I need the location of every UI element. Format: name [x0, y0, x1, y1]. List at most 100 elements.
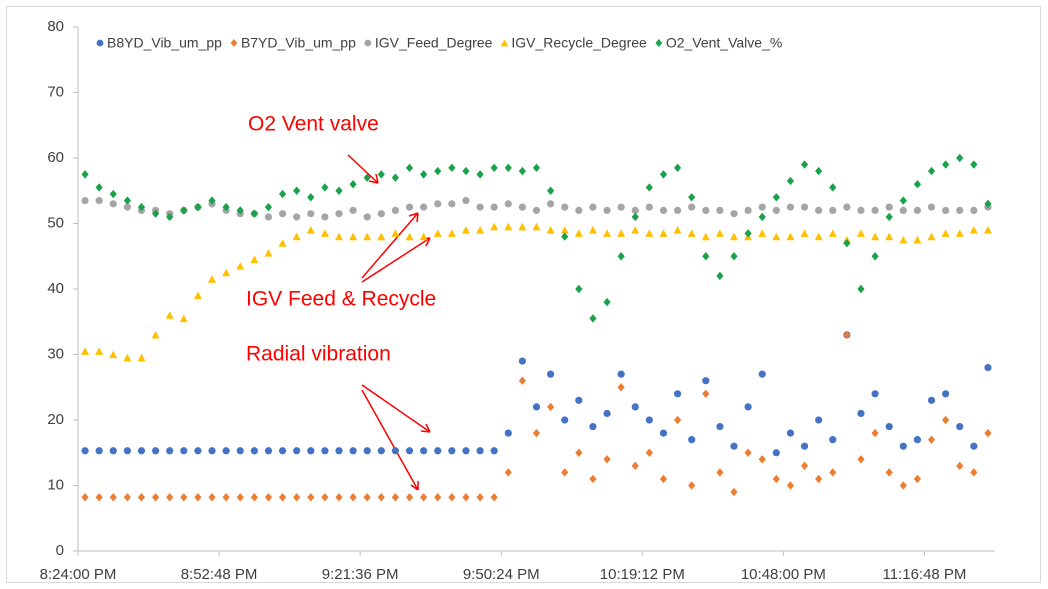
point [941, 229, 950, 237]
point [942, 415, 950, 425]
series [81, 330, 992, 502]
point [730, 210, 738, 218]
point [561, 468, 569, 477]
y-tick-label: 50 [47, 214, 64, 231]
point [476, 447, 484, 455]
point [913, 180, 922, 189]
point [786, 203, 795, 211]
point [391, 493, 400, 502]
point [829, 206, 837, 214]
point [518, 222, 527, 231]
point [673, 226, 682, 234]
point [462, 493, 470, 502]
point [786, 481, 795, 490]
point [278, 239, 287, 247]
point [673, 206, 682, 214]
legend-label: B7YD_Vib_um_pp [241, 35, 356, 51]
point [461, 226, 470, 234]
point [942, 160, 950, 169]
point [744, 206, 752, 214]
point [307, 447, 315, 455]
point [194, 493, 202, 502]
point [617, 203, 625, 211]
point [462, 447, 470, 455]
point [913, 436, 922, 444]
point [786, 429, 795, 437]
point [335, 210, 343, 218]
point [349, 206, 357, 214]
point [123, 353, 132, 362]
point [194, 202, 202, 212]
point [490, 203, 498, 211]
point [405, 493, 414, 502]
point [321, 447, 329, 455]
point [377, 232, 386, 241]
point [208, 493, 216, 502]
point [815, 166, 823, 176]
point [984, 428, 992, 438]
point [504, 200, 512, 208]
point [547, 200, 555, 208]
point [95, 183, 103, 192]
legend-label: B8YD_Vib_um_pp [107, 35, 222, 51]
point [377, 210, 385, 218]
point [899, 206, 907, 214]
point [645, 416, 653, 424]
point [744, 448, 752, 457]
point [631, 212, 639, 222]
y-tick-label: 0 [56, 542, 64, 559]
point [800, 203, 809, 211]
point [730, 487, 738, 497]
point [857, 284, 865, 294]
point [222, 202, 230, 212]
point [434, 166, 442, 176]
point [956, 153, 964, 163]
point [927, 435, 936, 444]
point [984, 364, 992, 372]
point [955, 229, 964, 237]
point [716, 206, 724, 214]
point [518, 166, 526, 176]
point [518, 203, 526, 211]
point [518, 357, 526, 365]
chart-frame [6, 6, 1041, 583]
point [151, 209, 160, 218]
point [321, 493, 329, 502]
point [702, 389, 710, 398]
point [673, 163, 682, 173]
point [363, 493, 371, 502]
point [575, 284, 583, 294]
point [320, 229, 329, 237]
point [588, 226, 597, 234]
point [504, 429, 512, 437]
point [772, 449, 780, 457]
point [871, 232, 880, 241]
point [561, 232, 569, 241]
point [476, 493, 484, 502]
point [617, 252, 625, 261]
point [420, 170, 428, 179]
point [913, 474, 922, 484]
point [95, 447, 103, 455]
point [349, 232, 358, 241]
point [264, 213, 273, 221]
point [575, 206, 583, 214]
annotation: IGV Feed & Recycle [246, 288, 436, 311]
point [405, 447, 414, 455]
point [222, 493, 230, 502]
y-tick-label: 40 [47, 280, 64, 297]
point [278, 447, 287, 455]
point [334, 232, 343, 241]
point [420, 203, 428, 211]
point [702, 206, 710, 214]
point [490, 447, 498, 455]
point [758, 229, 767, 237]
point [688, 436, 696, 444]
y-tick-label: 80 [47, 18, 64, 35]
point [871, 428, 879, 438]
point [758, 203, 766, 211]
point [137, 493, 146, 502]
point [391, 173, 400, 182]
point [222, 268, 231, 277]
point [363, 447, 371, 455]
